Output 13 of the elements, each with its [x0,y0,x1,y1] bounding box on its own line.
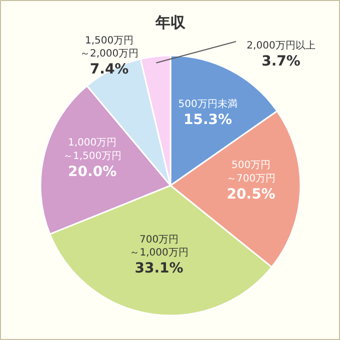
slice-label: 1,500万円～2,000万円 [80,35,139,60]
slice-label: 500万円～700万円 [226,160,276,184]
slice-label: 500万円未満 [178,98,238,110]
data-label: 20.5% [226,186,276,202]
data-label: 20.0% [68,164,117,180]
data-label: 3.7% [262,54,300,70]
slice-label: 1,000万円～1,500万円 [62,138,122,162]
chart-title: 年収 [154,14,186,32]
data-label: 7.4% [90,61,129,78]
data-label: 15.3% [183,112,232,128]
slice-label: 2,000万円以上 [246,40,316,52]
data-label: 33.1% [134,260,184,277]
slice-label: 700万円～1,000万円 [130,234,188,259]
